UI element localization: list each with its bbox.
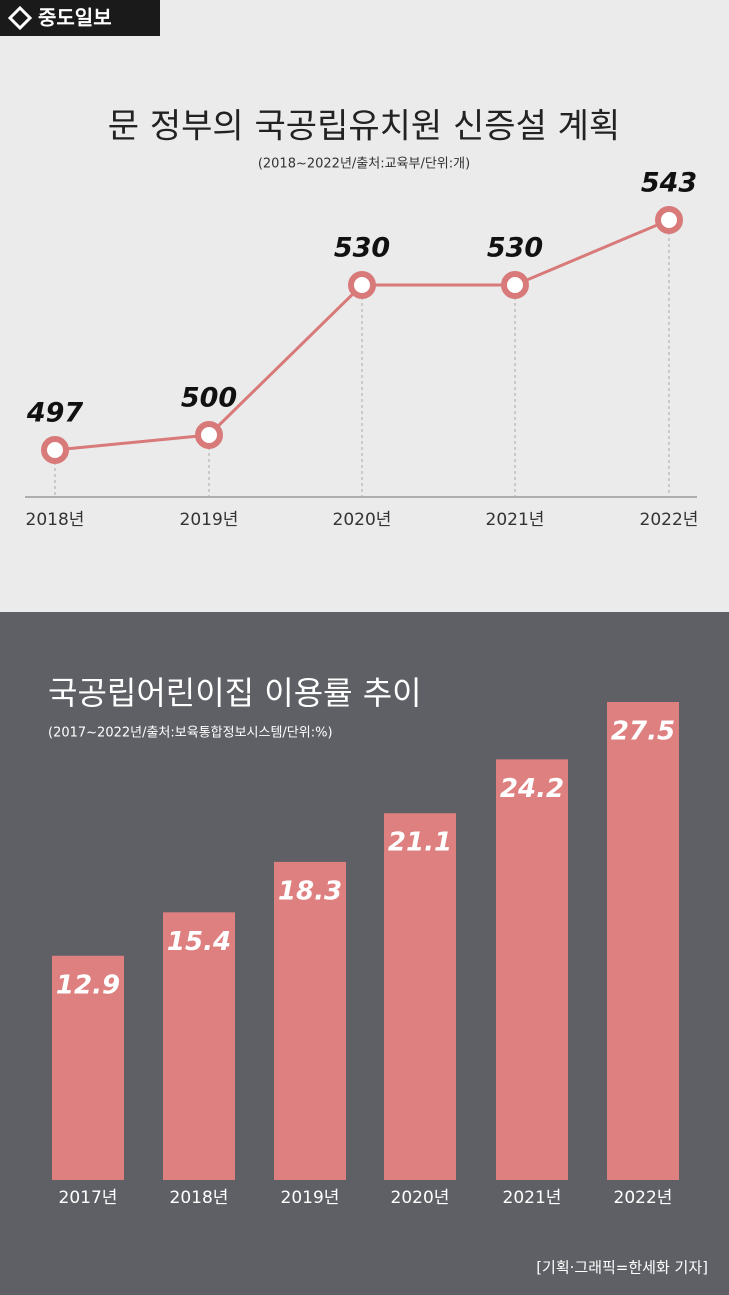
logo-box [0,0,160,36]
point [41,436,69,464]
x-tick-label: 2019년 [281,1188,340,1208]
data-label: 497 [26,398,84,429]
line-title: 문 정부의 국공립유치원 신증설 계획 [108,107,620,147]
x-tick-label: 2022년 [614,1188,673,1208]
x-tick-label: 2020년 [333,510,392,530]
bar [496,759,568,1180]
point [195,421,223,449]
point [655,206,683,234]
point [501,271,529,299]
data-label: 21.1 [388,828,452,858]
data-label: 530 [487,233,543,264]
bar-title: 국공립어린이집 이용률 추이 [48,674,422,712]
x-tick-label: 2018년 [26,510,85,530]
bar [163,912,235,1180]
logo-icon [7,5,33,31]
x-tick-label: 2018년 [170,1188,229,1208]
data-label: 543 [641,168,697,199]
top-panel [0,0,729,612]
data-label: 12.9 [56,970,120,1000]
data-label: 15.4 [167,927,231,957]
point [348,271,376,299]
x-tick-label: 2017년 [59,1188,118,1208]
line-subtitle: (2018~2022년/출처:교육부/단위:개) [258,157,470,172]
credit: [기획·그래픽=한세화 기자] [536,1259,708,1277]
bar-subtitle: (2017~2022년/출처:보육통합정보시스템/단위:%) [48,726,333,741]
data-label: 18.3 [278,876,342,906]
data-label: 500 [181,383,237,414]
bar [274,861,346,1180]
x-tick-label: 2021년 [503,1188,562,1208]
x-tick-label: 2022년 [640,510,699,530]
bar [52,955,124,1180]
x-tick-label: 2020년 [391,1188,450,1208]
logo: 중도일보 [38,6,112,30]
data-label: 24.2 [500,774,564,804]
data-label: 530 [334,233,390,264]
x-tick-label: 2021년 [486,510,545,530]
bar [607,702,679,1180]
x-tick-label: 2019년 [180,510,239,530]
bar [384,813,456,1180]
data-label: 27.5 [611,717,675,747]
